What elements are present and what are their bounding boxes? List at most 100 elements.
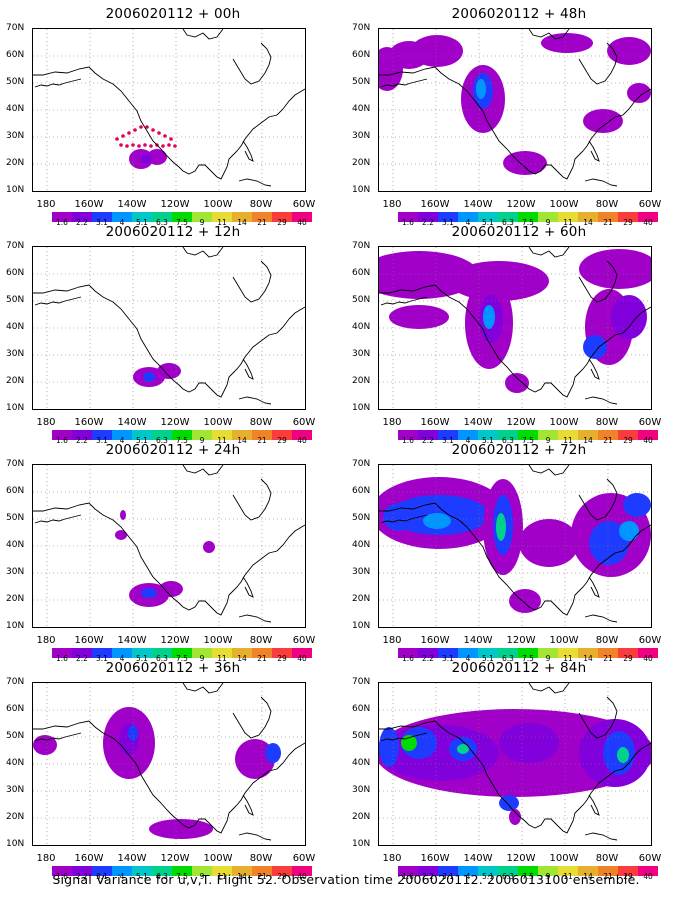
lat-tick-label: 60N xyxy=(6,704,25,714)
lat-tick-label: 70N xyxy=(6,459,25,469)
colorbar-swatch xyxy=(478,212,498,222)
colorbar-label: 3.1 xyxy=(96,436,108,445)
lon-tick-label: 140W xyxy=(463,199,493,210)
colorbar-label: 7.5 xyxy=(176,872,188,881)
map-area xyxy=(32,464,306,628)
lat-tick-label: 70N xyxy=(6,23,25,33)
colorbar-swatch xyxy=(132,212,152,222)
map-area xyxy=(32,28,306,192)
colorbar-label: 11 xyxy=(563,872,573,881)
colorbar-label: 2.2 xyxy=(76,872,88,881)
lon-tick-label: 160W xyxy=(420,853,450,864)
colorbar-swatch xyxy=(192,866,212,876)
colorbar-swatch xyxy=(112,866,132,876)
coastline xyxy=(578,42,618,85)
colorbar-label: 21 xyxy=(257,436,267,445)
colorbar-swatch xyxy=(618,212,638,222)
lat-tick-label: 50N xyxy=(352,295,371,305)
colorbar-swatch xyxy=(52,866,72,876)
colorbar-label: 2.2 xyxy=(76,436,88,445)
coastline xyxy=(34,732,82,742)
lat-tick-label: 10N xyxy=(352,621,371,631)
colorbar-swatch xyxy=(232,212,252,222)
colorbar-label: 40 xyxy=(297,218,307,227)
lat-tick-label: 20N xyxy=(6,158,25,168)
colorbar-label: 21 xyxy=(257,218,267,227)
coastline xyxy=(182,465,224,476)
map-panel: 2006020112 + 48h 70N 60N 50N 40N 30N 20N 10N 180… xyxy=(346,6,692,227)
coastline xyxy=(528,465,570,476)
colorbar-label: 1.6 xyxy=(56,218,68,227)
colorbar-label: 7.5 xyxy=(176,218,188,227)
map-area xyxy=(378,28,652,192)
lat-tick-label: 70N xyxy=(352,23,371,33)
lon-tick-label: 120W xyxy=(506,853,536,864)
lat-tick-label: 10N xyxy=(352,185,371,195)
colorbar-label: 1.6 xyxy=(402,654,414,663)
variance-contour xyxy=(579,249,651,289)
colorbar-swatch xyxy=(558,212,578,222)
colorbar-swatch xyxy=(292,212,312,222)
variance-contour xyxy=(457,744,469,754)
colorbar-label: 9 xyxy=(199,218,205,227)
colorbar xyxy=(52,866,312,876)
lat-tick-label: 60N xyxy=(6,268,25,278)
lat-tick-label: 60N xyxy=(6,50,25,60)
lon-tick-label: 120W xyxy=(506,635,536,646)
map-panel: 2006020112 + 60h 70N 60N 50N 40N 30N 20N 10N 180… xyxy=(346,224,692,445)
lat-tick-label: 40N xyxy=(352,322,371,332)
lat-tick-label: 30N xyxy=(6,349,25,359)
lat-tick-label: 70N xyxy=(352,241,371,251)
variance-contour xyxy=(519,519,579,567)
lon-tick-label: 180 xyxy=(36,417,56,428)
lon-tick-label: 180 xyxy=(36,853,56,864)
colorbar-label: 11 xyxy=(217,436,227,445)
coastline xyxy=(379,720,651,834)
variance-contour xyxy=(619,521,639,541)
lat-tick-label: 40N xyxy=(6,322,25,332)
coastline xyxy=(379,502,651,616)
colorbar-label: 5.1 xyxy=(136,872,148,881)
colorbar-swatch xyxy=(172,430,192,440)
variance-contour xyxy=(617,747,629,763)
lat-tick-label: 10N xyxy=(6,839,25,849)
colorbar-swatch xyxy=(172,648,192,658)
coastline xyxy=(238,614,272,623)
lon-tick-label: 100W xyxy=(549,853,579,864)
coastline xyxy=(34,296,82,306)
coastline xyxy=(380,732,428,742)
colorbar-swatch xyxy=(638,212,658,222)
coastline xyxy=(588,576,600,598)
observation-point xyxy=(161,144,165,148)
colorbar-label: 40 xyxy=(297,654,307,663)
coastline xyxy=(34,514,82,524)
colorbar-swatch xyxy=(272,430,292,440)
colorbar-swatch xyxy=(518,430,538,440)
lon-tick-label: 60W xyxy=(638,635,662,646)
lat-tick-label: 70N xyxy=(6,241,25,251)
colorbar-swatch xyxy=(638,866,658,876)
lat-tick-label: 70N xyxy=(352,459,371,469)
coastline xyxy=(528,247,570,258)
colorbar-label: 6.3 xyxy=(156,218,168,227)
colorbar-swatch xyxy=(438,648,458,658)
variance-contour xyxy=(157,363,181,379)
colorbar-label: 5.1 xyxy=(136,218,148,227)
observation-point xyxy=(143,143,147,147)
colorbar-swatch xyxy=(52,648,72,658)
colorbar-swatch xyxy=(112,648,132,658)
colorbar-label: 5.1 xyxy=(482,218,494,227)
colorbar-swatch xyxy=(192,212,212,222)
variance-contour xyxy=(589,521,629,565)
coastline xyxy=(238,396,272,405)
colorbar-swatch xyxy=(72,212,92,222)
map-svg xyxy=(379,29,651,191)
lat-tick-label: 60N xyxy=(352,486,371,496)
lat-tick-label: 60N xyxy=(352,50,371,60)
map-panel: 2006020112 + 00h 70N 60N 50N 40N 30N 20N 10N 180… xyxy=(0,6,346,227)
lat-tick-label: 30N xyxy=(6,567,25,577)
colorbar-swatch xyxy=(272,866,292,876)
colorbar-label: 3.1 xyxy=(442,436,454,445)
colorbar-swatch xyxy=(538,212,558,222)
colorbar-swatch xyxy=(212,648,232,658)
